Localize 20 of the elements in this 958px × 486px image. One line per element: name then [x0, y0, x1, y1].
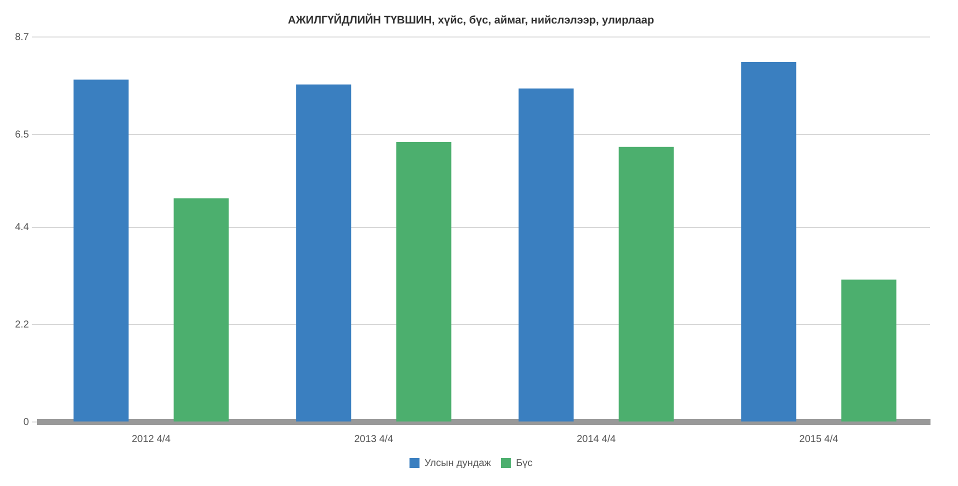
- bar: [518, 88, 574, 422]
- bar: [74, 80, 129, 422]
- legend-label: Бүс: [516, 458, 533, 469]
- bar: [841, 280, 896, 422]
- y-tick-label: 0: [23, 416, 30, 428]
- y-tick-label: 8.7: [14, 32, 30, 43]
- legend-label: Улсын дундаж: [424, 458, 492, 469]
- y-tick-label: 2.2: [14, 319, 30, 330]
- y-tick-label: 6.5: [14, 129, 30, 140]
- bar: [741, 62, 796, 422]
- x-tick-label: 2013 4/4: [354, 434, 394, 445]
- bar: [174, 198, 229, 422]
- x-tick-label: 2014 4/4: [576, 434, 616, 445]
- x-tick-label: 2012 4/4: [132, 434, 172, 445]
- y-tick-label: 4.4: [14, 222, 30, 234]
- chart-title: АЖИЛГҮЙДЛИЙН ТҮВШИН, хүйс, бүс, аймаг, нийслэлээр, улирлаар: [288, 14, 654, 27]
- x-tick-label: 2015 4/4: [799, 434, 839, 445]
- bar: [618, 146, 674, 422]
- bar: [296, 84, 352, 422]
- bar: [396, 142, 452, 422]
